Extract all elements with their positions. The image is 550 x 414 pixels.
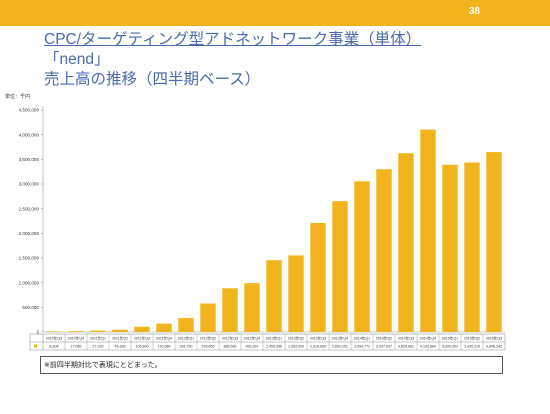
bar-chart: 単位：千円 0 500,000 1,000,000 1,500,000 2,000,00… <box>5 93 506 351</box>
bar <box>376 169 392 332</box>
data-label: 3,435,215 <box>464 345 480 349</box>
y-tick-label: 4,500,000 <box>19 108 40 113</box>
x-tick-label: 2010年Q3 <box>46 336 62 341</box>
data-label: 8,304 <box>50 345 59 349</box>
y-tick-label: 2,500,000 <box>19 206 40 211</box>
title-line-3: 売上高の推移（四半期ベース） <box>44 71 261 88</box>
x-tick-label: 2013年Q2 <box>288 336 304 341</box>
bar <box>222 288 238 332</box>
data-label: 1,455,345 <box>266 345 282 349</box>
bar <box>420 129 436 332</box>
y-axis-unit-label: 単位：千円 <box>5 93 30 100</box>
x-tick-label: 2014年Q2 <box>376 336 392 341</box>
data-label: 578,455 <box>202 345 215 349</box>
data-label: 886,530 <box>224 345 237 349</box>
y-tick-label: 3,500,000 <box>19 157 40 162</box>
title-line-1: CPC/ターゲティング型アドネットワーク事業（単体） <box>44 31 422 48</box>
bar <box>156 323 172 332</box>
footnote-text: ※前四半期対比で表現にとどまった。 <box>44 362 162 369</box>
data-label: 990,391 <box>246 345 259 349</box>
data-label: 45,339 <box>115 345 126 349</box>
data-label: 3,297,837 <box>376 345 392 349</box>
y-axis: 0 500,000 1,000,000 1,500,000 2,000,000 2,500… <box>19 106 44 335</box>
bar <box>112 329 128 332</box>
bar <box>464 162 480 332</box>
x-tick-label: 2012年Q1 <box>178 336 194 341</box>
bar <box>354 181 370 332</box>
title-line-2: 「nend」 <box>44 51 110 68</box>
data-label: 170,580 <box>158 345 171 349</box>
x-tick-label: 2015年Q1 <box>442 336 458 341</box>
bar <box>288 255 304 332</box>
y-tick-label: 500,000 <box>22 305 39 310</box>
data-label: 3,646,342 <box>486 345 502 349</box>
top-bar: 38 <box>0 0 550 26</box>
x-tick-label: 2013年Q3 <box>310 336 326 341</box>
data-label: 3,624,081 <box>398 345 414 349</box>
slide-title: CPC/ターゲティング型アドネットワーク事業（単体） 「nend」 売上高の推移… <box>44 30 421 90</box>
x-tick-label: 2011年Q1 <box>90 336 106 341</box>
x-tick-label: 2012年Q4 <box>244 336 260 341</box>
bar <box>68 331 84 332</box>
x-tick-label: 2015年Q3 <box>486 336 502 341</box>
y-tick-label: 1,000,000 <box>19 280 40 285</box>
bar <box>244 283 260 332</box>
data-table: 2010年Q3 8,304 2010年Q4 17,085 2011年Q1 27,230 20… <box>29 333 506 351</box>
bar <box>200 303 216 332</box>
bar <box>134 326 150 332</box>
bar <box>442 164 458 332</box>
x-tick-label: 2014年Q3 <box>398 336 414 341</box>
y-tick-label: 1,500,000 <box>19 256 40 261</box>
bar <box>90 330 106 332</box>
y-tick-label: 3,000,000 <box>19 182 40 187</box>
x-tick-label: 2011年Q3 <box>134 336 150 341</box>
bar <box>332 201 348 332</box>
data-label: 27,230 <box>93 345 104 349</box>
bar <box>178 318 194 332</box>
data-label: 4,103,864 <box>420 345 436 349</box>
bar <box>266 260 282 332</box>
data-label: 3,054,771 <box>354 345 370 349</box>
x-tick-label: 2015年Q2 <box>464 336 480 341</box>
x-tick-label: 2013年Q4 <box>332 336 348 341</box>
bar <box>310 222 326 332</box>
legend-swatch <box>34 344 37 348</box>
data-label: 281,750 <box>180 345 193 349</box>
bar <box>486 152 502 332</box>
chart-area: 単位：千円 0 500,000 1,000,000 1,500,000 2,000,00… <box>0 90 550 370</box>
x-tick-label: 2011年Q4 <box>156 336 172 341</box>
page-number: 38 <box>468 6 480 17</box>
data-label: 3,390,563 <box>442 345 458 349</box>
data-label: 1,553,000 <box>288 345 304 349</box>
y-tick-label: 0 <box>36 330 39 335</box>
data-label: 17,085 <box>71 345 82 349</box>
bar <box>398 153 414 332</box>
x-tick-label: 2012年Q2 <box>200 336 216 341</box>
y-tick-label: 4,000,000 <box>19 132 40 137</box>
bars <box>43 129 505 333</box>
x-tick-label: 2011年Q2 <box>112 336 128 341</box>
x-tick-label: 2014年Q1 <box>354 336 370 341</box>
data-label: 2,210,650 <box>310 345 326 349</box>
x-tick-label: 2013年Q1 <box>266 336 282 341</box>
y-tick-label: 2,000,000 <box>19 231 40 236</box>
x-tick-label: 2014年Q4 <box>420 336 436 341</box>
x-tick-label: 2010年Q4 <box>68 336 84 341</box>
data-label: 2,652,251 <box>332 345 348 349</box>
x-tick-label: 2012年Q3 <box>222 336 238 341</box>
data-label: 105,800 <box>136 345 149 349</box>
footnote-box: ※前四半期対比で表現にとどまった。 <box>40 356 503 374</box>
bar <box>46 331 62 332</box>
